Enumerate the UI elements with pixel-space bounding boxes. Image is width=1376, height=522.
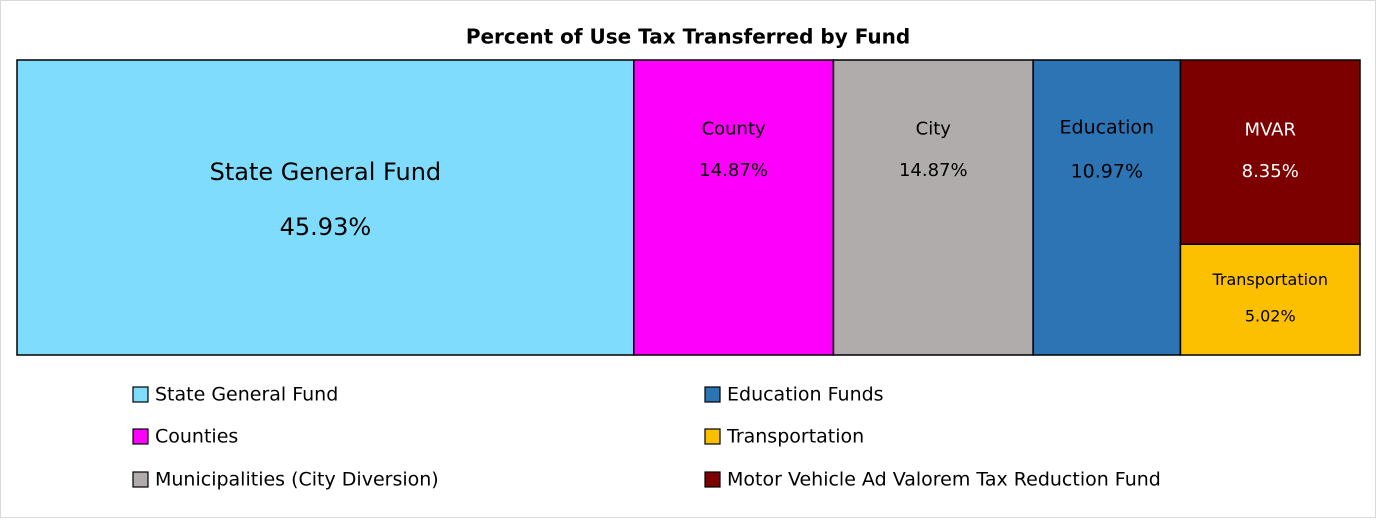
- tile-label: Transportation: [1211, 270, 1328, 289]
- treemap-tile: [1032, 59, 1182, 356]
- tile-value-label: 8.35%: [1242, 161, 1299, 182]
- legend-swatch: [132, 386, 149, 403]
- legend-label: Motor Vehicle Ad Valorem Tax Reduction F…: [727, 469, 1161, 491]
- legend-swatch: [132, 428, 149, 445]
- tile-label: Education: [1060, 117, 1155, 139]
- tile-label: State General Fund: [210, 158, 442, 186]
- tile-value-label: 14.87%: [699, 160, 768, 181]
- treemap-tile: [1179, 243, 1361, 356]
- legend-swatch: [132, 471, 149, 488]
- legend-label: Counties: [155, 426, 238, 448]
- legend-swatch: [704, 428, 721, 445]
- treemap-tile: [832, 59, 1034, 356]
- tile-label: County: [702, 118, 766, 139]
- tile-value-label: 5.02%: [1245, 307, 1296, 326]
- legend-label: Municipalities (City Diversion): [155, 469, 439, 491]
- legend-swatch: [704, 386, 721, 403]
- chart-title: Percent of Use Tax Transferred by Fund: [466, 25, 910, 49]
- tile-value-label: 14.87%: [899, 160, 968, 181]
- treemap-tile: [1179, 59, 1361, 245]
- treemap-tile: [16, 59, 635, 356]
- tile-value-label: 45.93%: [280, 213, 372, 241]
- tile-label: City: [916, 118, 952, 139]
- legend-label: Education Funds: [727, 384, 884, 406]
- legend-label: Transportation: [726, 426, 864, 448]
- tile-label: MVAR: [1244, 120, 1296, 141]
- tile-value-label: 10.97%: [1071, 160, 1143, 182]
- legend-label: State General Fund: [155, 384, 338, 406]
- treemap-tile: [633, 59, 835, 356]
- legend-swatch: [704, 471, 721, 488]
